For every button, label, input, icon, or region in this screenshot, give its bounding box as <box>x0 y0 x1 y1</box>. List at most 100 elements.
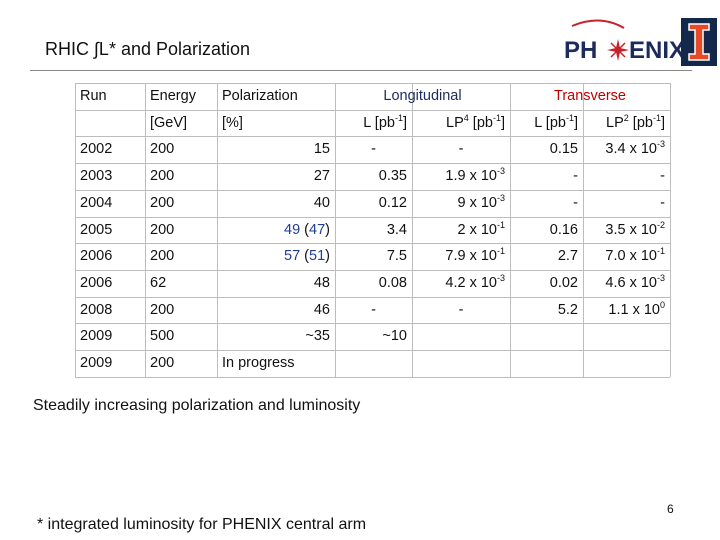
logo-star <box>607 39 629 61</box>
table-cell: 49 (47) <box>222 217 330 243</box>
logos: PH ENIX <box>564 18 717 66</box>
table-cell: LP2 [pb-1] <box>588 110 665 136</box>
table-cell: 2002 <box>80 141 113 158</box>
cell-text: ( <box>300 248 310 265</box>
table-cell: 200 <box>150 194 175 211</box>
table-cell: 0.12 <box>378 194 407 211</box>
table-cell: 27 <box>313 168 330 185</box>
superscript: -2 <box>656 219 665 230</box>
superscript: -1 <box>656 246 665 257</box>
cell-text: 3.4 x 10 <box>605 141 657 158</box>
grid-line <box>75 376 670 378</box>
table-cell: 0.16 <box>549 221 578 238</box>
table-cell: 200 <box>150 355 175 371</box>
grid-line <box>75 216 670 218</box>
grid-line <box>510 83 511 377</box>
superscript: -1 <box>496 246 505 257</box>
grid-line <box>75 83 670 84</box>
grid-line <box>75 323 670 325</box>
table-cell: - <box>458 141 464 158</box>
table-cell: In progress <box>222 355 295 371</box>
superscript: -3 <box>656 272 665 283</box>
grid-line <box>670 83 671 377</box>
cell-text: 57 <box>284 248 301 265</box>
logo-text: ENIX <box>629 37 685 64</box>
table-cell: Energy <box>150 88 196 104</box>
table-cell: 200 <box>150 221 175 238</box>
slide-title: RHIC ∫L* and Polarization <box>45 39 251 59</box>
cell-text: 2 x 10 <box>457 221 497 238</box>
cell-text: 1.1 x 10 <box>608 301 660 318</box>
table-cell: 9 x 10-3 <box>417 190 505 216</box>
cell-text: 51 <box>309 248 326 265</box>
grid-line <box>75 163 670 165</box>
superscript: -1 <box>492 112 501 123</box>
grid-line <box>75 83 76 377</box>
table-cell: 2006 <box>80 248 113 265</box>
cell-text: L [pb <box>534 114 566 131</box>
cell-text: 7.0 x 10 <box>605 248 657 265</box>
table-cell: - <box>660 168 665 185</box>
cell-text: 4.6 x 10 <box>605 274 657 291</box>
cell-text: [pb <box>468 114 493 131</box>
grid-line <box>217 83 218 377</box>
table-cell: 0.08 <box>378 274 407 291</box>
table-cell: [%] <box>222 114 243 131</box>
table-cell: 2009 <box>80 328 113 345</box>
table-cell: 7.9 x 10-1 <box>417 243 505 269</box>
table-cell: LP4 [pb-1] <box>417 110 505 136</box>
table-cell: 2004 <box>80 194 113 211</box>
cell-text: 1.9 x 10 <box>445 168 497 185</box>
superscript: -1 <box>496 219 505 230</box>
table-cell: 2009 <box>80 355 113 371</box>
table-cell: Longitudinal <box>383 88 462 104</box>
superscript: -1 <box>394 112 403 123</box>
cell-text: [pb <box>628 114 653 131</box>
table-cell: 2003 <box>80 168 113 185</box>
footnote: * integrated luminosity for PHENIX centr… <box>37 516 367 533</box>
table-cell: 3.4 <box>386 221 407 238</box>
cell-text: ] <box>402 114 407 131</box>
grid-line <box>75 136 670 138</box>
superscript: 0 <box>659 299 665 310</box>
cell-text: ( <box>300 221 310 238</box>
table-cell: 200 <box>150 168 175 185</box>
table-cell: 2008 <box>80 301 113 318</box>
table-cell: L [pb-1] <box>340 110 407 136</box>
table-cell: 15 <box>313 141 330 158</box>
table-cell: Run <box>80 88 107 104</box>
table-cell: 1.9 x 10-3 <box>417 163 505 189</box>
grid-line <box>75 109 670 111</box>
superscript: -1 <box>565 112 574 123</box>
table-cell: - <box>660 194 665 211</box>
cell-text: 49 <box>284 221 301 238</box>
grid-line <box>412 83 413 377</box>
cell-text: ) <box>325 221 330 238</box>
grid-line <box>145 83 146 377</box>
superscript: -3 <box>496 192 505 203</box>
table-cell: - <box>573 168 578 185</box>
table-cell: 62 <box>150 274 167 291</box>
summary: Steadily increasing polarization and lum… <box>33 397 361 414</box>
table-cell: 0.15 <box>549 141 578 158</box>
table-cell: 0.35 <box>378 168 407 185</box>
table-cell: - <box>458 301 464 318</box>
table-cell: 3.5 x 10-2 <box>588 217 665 243</box>
table-cell: 200 <box>150 141 175 158</box>
table-cell: 2006 <box>80 274 113 291</box>
cell-text: ] <box>573 114 578 131</box>
cell-text: ] <box>660 114 665 131</box>
grid-line <box>75 350 670 351</box>
superscript: -3 <box>496 166 505 177</box>
logo-text: PH <box>564 37 597 64</box>
grid-line <box>75 189 670 191</box>
table-cell: 7.5 <box>386 248 407 265</box>
illinois-i <box>688 23 710 61</box>
table-cell: ~10 <box>382 328 407 345</box>
table-cell: 1.1 x 100 <box>588 297 665 323</box>
table-cell: 3.4 x 10-3 <box>588 136 665 162</box>
cell-text: ) <box>325 248 330 265</box>
superscript: -3 <box>496 272 505 283</box>
table-cell: 7.0 x 10-1 <box>588 243 665 269</box>
